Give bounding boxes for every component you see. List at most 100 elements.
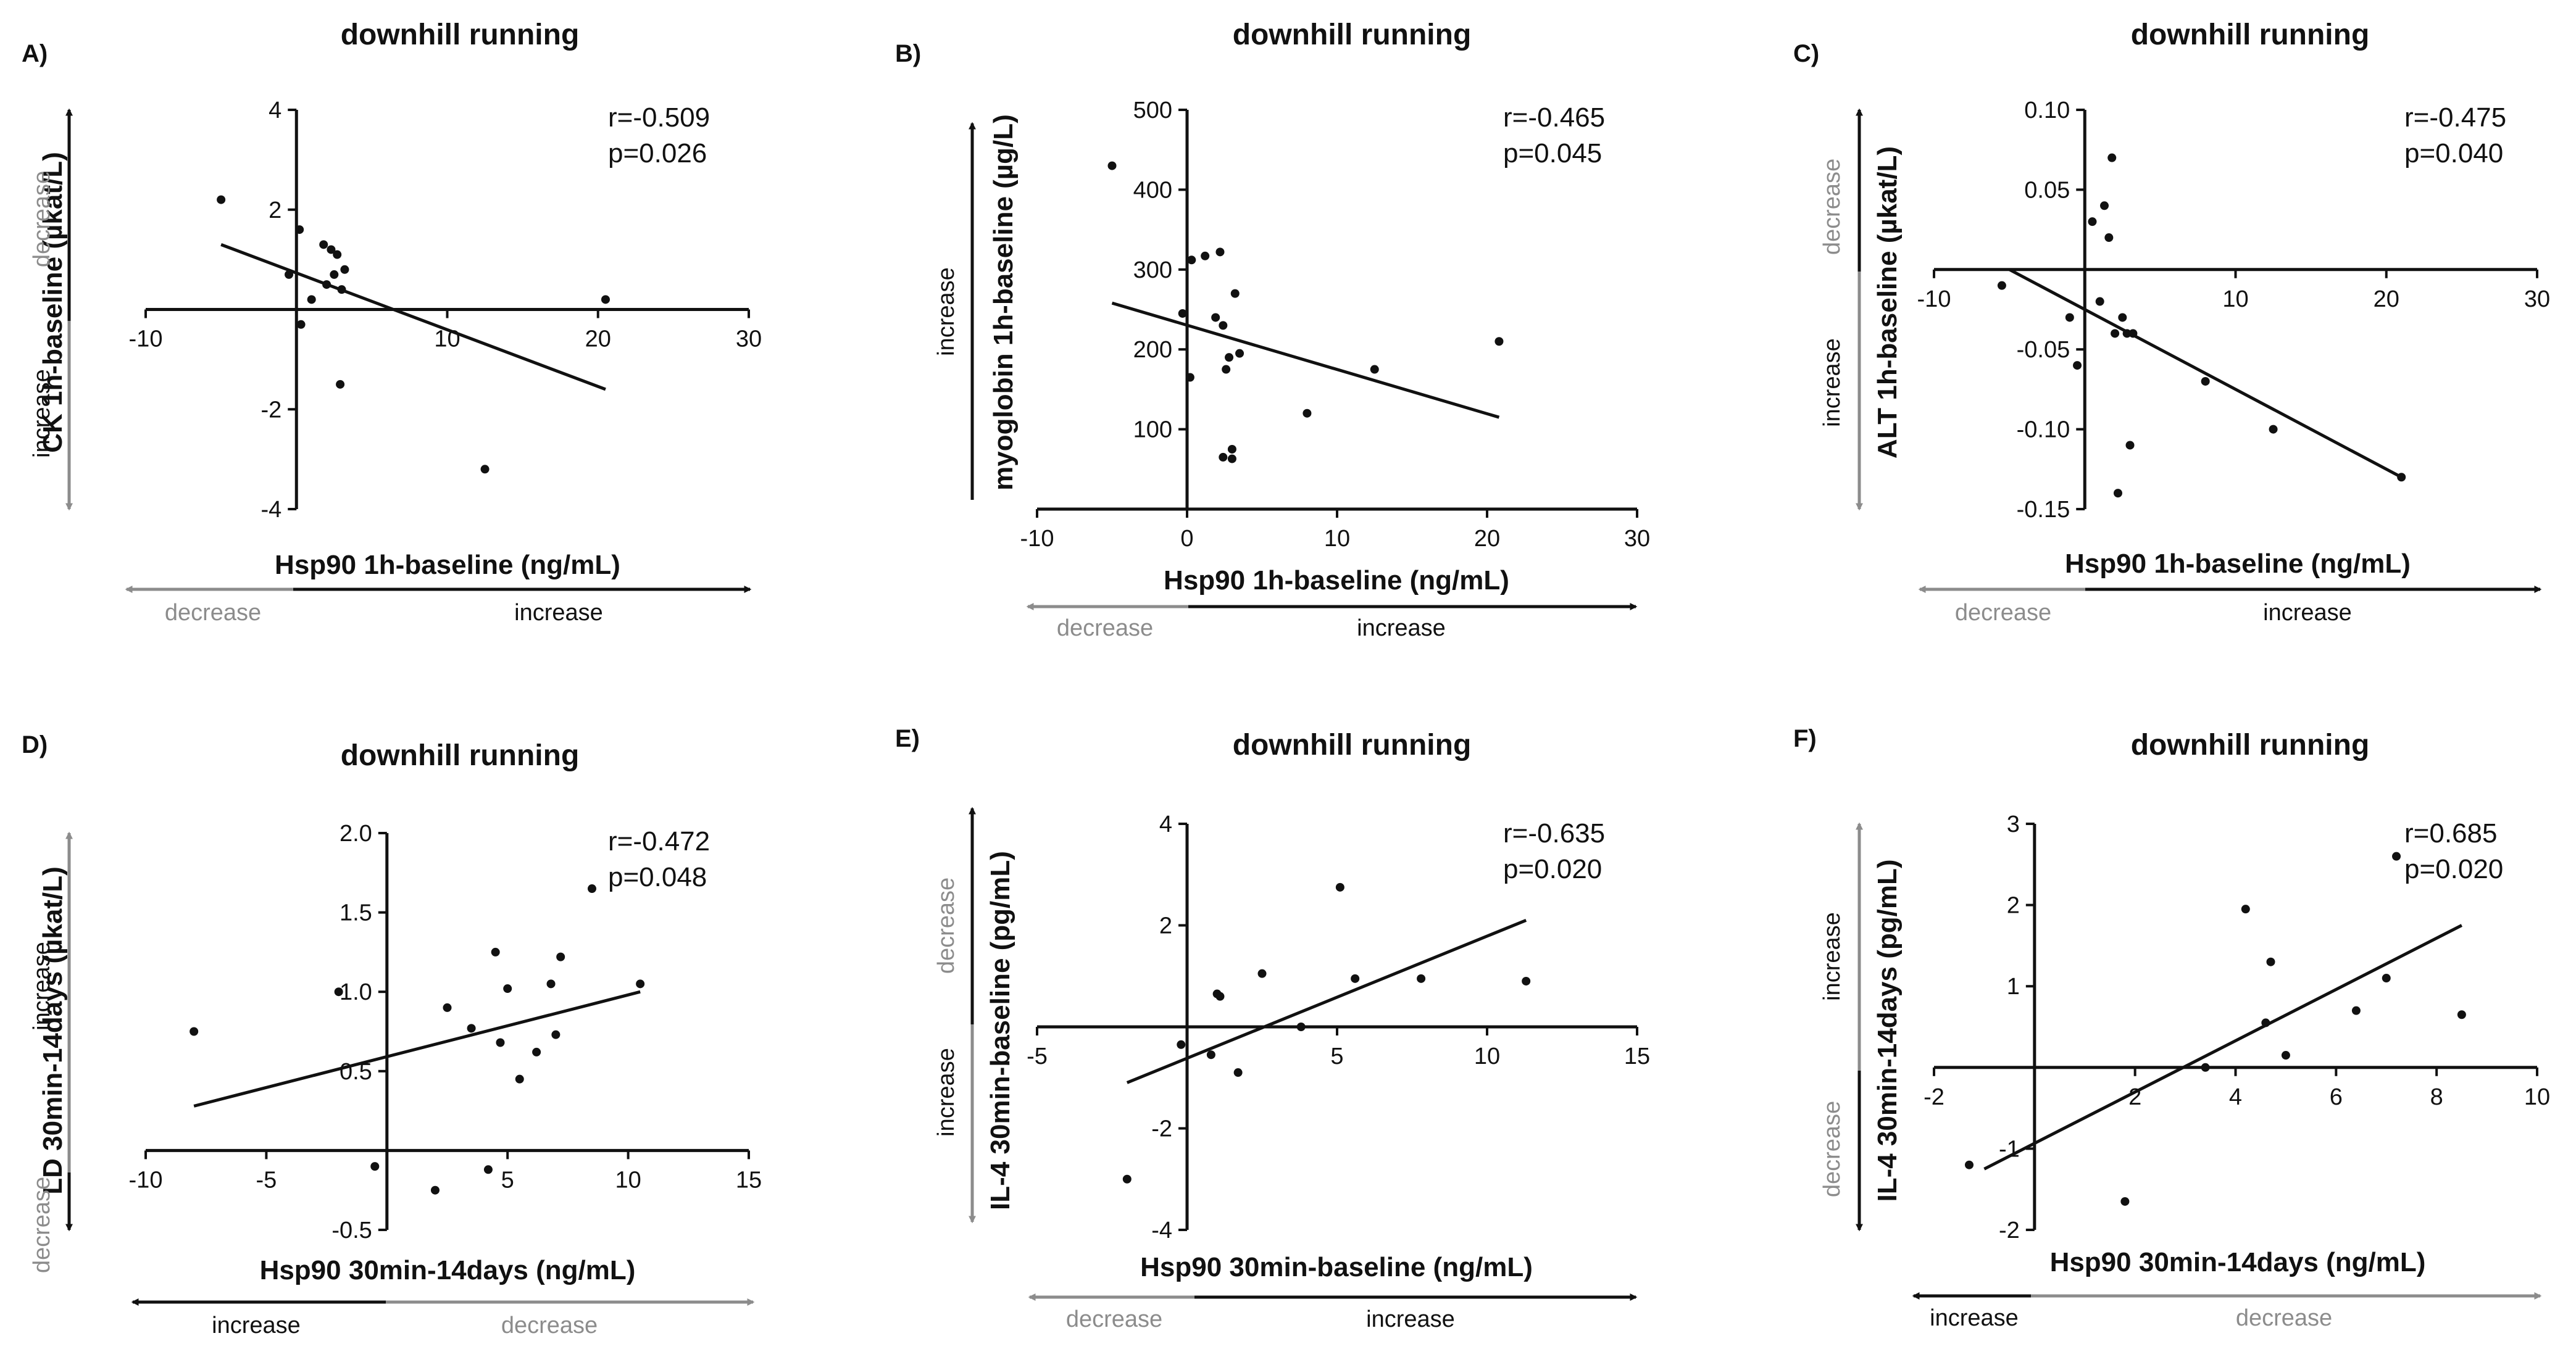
data-point	[587, 884, 596, 894]
x-direction-pos-label: decrease	[501, 1313, 598, 1338]
x-direction-neg-label: decrease	[165, 600, 261, 626]
y-tick-label: -2	[1151, 1116, 1172, 1142]
data-point	[1215, 247, 1225, 257]
data-point	[2281, 1051, 2290, 1060]
y-tick-label: 100	[1133, 417, 1172, 443]
regression-line	[193, 990, 641, 1108]
data-point	[2261, 1018, 2270, 1027]
data-point	[2095, 297, 2104, 306]
data-point	[285, 270, 294, 279]
chart-title: downhill running	[341, 19, 580, 51]
x-tick-label: 30	[736, 326, 762, 352]
y-tick-label: -0.15	[2017, 497, 2070, 523]
data-point	[1417, 974, 1426, 983]
x-direction-neg-label: decrease	[1955, 600, 2051, 626]
chart-title: downhill running	[1233, 729, 1472, 761]
x-direction-pos-label: decrease	[2236, 1305, 2332, 1331]
data-point	[2269, 425, 2278, 434]
data-point	[2351, 1006, 2361, 1015]
y-tick-label: -4	[1151, 1218, 1172, 1243]
x-tick-label: 10	[2222, 286, 2248, 312]
x-axis-label: Hsp90 1h-baseline (ng/mL)	[2065, 549, 2411, 579]
y-tick-label: -2	[261, 397, 281, 423]
x-tick-label: 5	[501, 1167, 514, 1193]
y-direction-pos-label: increase	[933, 267, 959, 356]
panel-c: C) downhill running -10 10 20 30 -0.15 -0.10 -0.…	[1793, 19, 2550, 626]
y-axis-label: IL-4 30min-baseline (pg/mL)	[985, 851, 1015, 1210]
y-tick-label: 4	[269, 98, 281, 123]
x-axis-label: Hsp90 30min-14days (ng/mL)	[2050, 1247, 2426, 1277]
x-tick-label: 8	[2430, 1084, 2443, 1110]
p-value: p=0.048	[608, 862, 707, 892]
y-tick-label: -0.5	[331, 1218, 372, 1243]
x-tick-label: 20	[2374, 286, 2399, 312]
y-direction-neg-label: decrease	[29, 171, 55, 267]
data-point	[307, 295, 316, 304]
regression-line	[1983, 924, 2463, 1171]
panel-label: B)	[895, 40, 921, 67]
data-point	[1107, 161, 1117, 170]
y-tick-label: 0.05	[2024, 177, 2070, 203]
data-point	[1235, 349, 1244, 358]
data-point	[483, 1165, 493, 1174]
data-point	[532, 1047, 541, 1056]
r-value: r=0.685	[2404, 818, 2497, 849]
x-axis-label: Hsp90 30min-14days (ng/mL)	[260, 1255, 636, 1285]
chart-title: downhill running	[1233, 19, 1472, 51]
y-tick-label: 300	[1133, 257, 1172, 283]
data-point	[443, 1003, 452, 1012]
x-tick-label: 10	[1474, 1044, 1500, 1069]
p-value: p=0.045	[1503, 138, 1602, 168]
p-value: p=0.026	[608, 138, 707, 168]
y-direction-neg-label: increase	[1819, 912, 1845, 1001]
data-point	[2392, 852, 2401, 861]
data-point	[1233, 1068, 1243, 1077]
data-point	[2266, 957, 2275, 966]
data-point	[1494, 337, 1504, 346]
data-point	[503, 984, 512, 994]
data-point	[551, 1030, 561, 1039]
y-tick-label: 3	[2007, 811, 2020, 837]
regression-line	[1111, 301, 1500, 419]
data-point	[2201, 1063, 2210, 1072]
panel-label: A)	[22, 40, 48, 67]
data-point	[1964, 1160, 1974, 1169]
data-point	[430, 1185, 440, 1195]
panel-d: D) downhill running-10 -5 5 10 15-0.50.51.01.…	[22, 731, 762, 1338]
data-point	[2111, 329, 2120, 338]
data-point	[556, 952, 565, 961]
data-point	[1177, 1040, 1186, 1049]
data-point	[1185, 373, 1194, 382]
x-axis-label: Hsp90 1h-baseline (ng/mL)	[275, 550, 620, 580]
data-point	[1211, 313, 1220, 322]
data-point	[2125, 441, 2135, 450]
x-tick-label: 0	[1180, 526, 1193, 552]
x-tick-label: -10	[1020, 526, 1054, 552]
panel-label: F)	[1793, 725, 1817, 752]
panel-label: D)	[22, 731, 48, 758]
x-tick-label: 4	[2229, 1084, 2242, 1110]
x-direction-pos-label: increase	[2263, 600, 2352, 626]
data-point	[2122, 329, 2132, 338]
data-point	[319, 240, 328, 249]
data-point	[217, 195, 226, 204]
x-tick-label: -10	[129, 1167, 163, 1193]
data-point	[2382, 974, 2391, 983]
y-direction-neg-label: decrease	[933, 878, 959, 974]
data-point	[1222, 365, 1231, 374]
data-point	[1296, 1023, 1306, 1031]
x-tick-label: 6	[2330, 1084, 2343, 1110]
data-point	[1201, 251, 1210, 260]
y-axis-label: ALT 1h-baseline (µkat/L)	[1872, 146, 1903, 459]
data-point	[336, 380, 345, 389]
y-axis-label: myoglobin 1h-baseline (µg/L)	[988, 114, 1019, 491]
x-tick-label: 20	[585, 326, 611, 352]
data-point	[1122, 1174, 1132, 1184]
panel-label: C)	[1793, 40, 1819, 67]
data-point	[370, 1162, 380, 1171]
data-point	[636, 979, 645, 989]
p-value: p=0.020	[1503, 854, 1602, 884]
r-value: r=-0.472	[608, 826, 710, 857]
